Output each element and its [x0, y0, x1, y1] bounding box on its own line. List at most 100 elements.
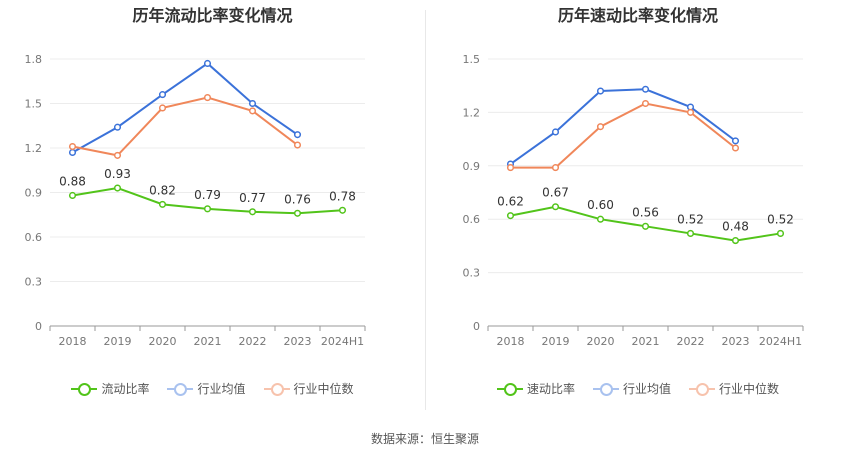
legend-swatch-icon — [592, 382, 619, 396]
legend-label: 行业中位数 — [719, 382, 780, 396]
legend-item-industry-mean[interactable]: 行业均值 — [167, 380, 246, 397]
x-tick-label: 2018 — [59, 335, 87, 348]
legend-item-industry-median[interactable]: 行业中位数 — [689, 380, 779, 397]
x-tick-label: 2023 — [722, 335, 750, 348]
data-point — [158, 200, 167, 208]
legend-label: 流动比率 — [101, 382, 150, 396]
data-point — [731, 237, 740, 245]
x-tick-label: 2021 — [194, 335, 222, 348]
legend-label: 行业中位数 — [293, 382, 354, 396]
y-tick-label: 1.8 — [25, 53, 43, 66]
data-point — [203, 94, 212, 102]
data-point — [68, 191, 77, 200]
y-tick-label: 0 — [473, 320, 480, 333]
data-point — [506, 212, 515, 220]
x-tick-label: 2021 — [632, 335, 660, 348]
data-point — [68, 148, 77, 156]
chart-legend: 速动比率 行业均值 行业中位数 — [426, 380, 850, 397]
legend-item-quick-ratio[interactable]: 速动比率 — [496, 380, 575, 397]
current-ratio-plot: 0 0.3 0.6 0.9 1.2 1.5 1.8 2018 2019 2020 2021 2022 2… — [25, 53, 366, 348]
data-label: 0.77 — [239, 191, 266, 205]
data-label: 0.62 — [497, 195, 524, 209]
y-tick-label: 0 — [35, 320, 42, 333]
data-point — [776, 229, 785, 237]
legend-label: 行业均值 — [622, 382, 671, 396]
data-label: 0.52 — [677, 212, 704, 226]
legend-swatch-icon — [496, 382, 523, 396]
legend-swatch-icon — [167, 382, 194, 396]
y-tick-label: 0.9 — [463, 160, 481, 173]
y-tick-label: 1.5 — [25, 98, 43, 111]
data-point — [686, 108, 695, 116]
data-point — [551, 203, 560, 211]
data-point — [551, 164, 560, 172]
data-point — [203, 205, 212, 213]
data-point — [596, 87, 605, 95]
data-point — [596, 215, 605, 223]
data-point — [641, 85, 650, 93]
data-point — [203, 59, 212, 68]
data-label: 0.79 — [194, 188, 221, 202]
chart-title: 历年流动比率变化情况 — [132, 6, 293, 25]
legend-swatch-icon — [71, 382, 98, 396]
data-label: 0.52 — [767, 212, 794, 226]
data-label: 0.67 — [542, 186, 569, 200]
data-label: 0.48 — [722, 220, 749, 234]
x-tick-label: 2022 — [239, 335, 267, 348]
data-point — [113, 123, 122, 131]
series-line-2 — [72, 96, 299, 157]
legend-swatch-icon — [263, 382, 290, 396]
data-point — [641, 99, 650, 108]
data-point — [551, 128, 560, 136]
quick-ratio-chart-panel: 历年速动比率变化情况 0 0.3 0.6 0.9 1.2 1.5 2018 2019 2020 2… — [426, 0, 850, 410]
legend-item-industry-mean[interactable]: 行业均值 — [592, 380, 671, 397]
data-point — [731, 137, 740, 145]
chart-title: 历年速动比率变化情况 — [557, 6, 718, 25]
data-point — [731, 144, 740, 152]
y-tick-label: 0.9 — [25, 187, 43, 200]
legend-label: 行业均值 — [197, 382, 246, 396]
data-label: 0.60 — [587, 198, 614, 212]
data-point — [158, 104, 167, 112]
legend-swatch-icon — [689, 382, 715, 396]
data-point — [113, 184, 122, 192]
data-point — [293, 209, 302, 217]
y-tick-label: 1.5 — [463, 53, 481, 66]
legend-item-industry-median[interactable]: 行业中位数 — [263, 380, 354, 397]
data-source-note: 数据来源：恒生聚源 — [370, 432, 479, 446]
series-line-1 — [72, 62, 299, 154]
series-line-1 — [509, 88, 737, 165]
legend-item-current-ratio[interactable]: 流动比率 — [71, 380, 149, 397]
x-tick-label: 2020 — [587, 335, 615, 348]
data-point — [248, 99, 257, 108]
data-point — [338, 206, 347, 214]
y-tick-label: 1.2 — [25, 142, 43, 155]
data-point — [686, 229, 695, 237]
data-point — [68, 142, 77, 151]
x-tick-label: 2018 — [497, 335, 525, 348]
data-point — [248, 208, 257, 216]
series-line-2 — [510, 102, 737, 169]
chart-legend: 流动比率 行业均值 行业中位数 — [0, 380, 425, 397]
data-label: 0.93 — [104, 167, 131, 181]
data-label: 0.56 — [632, 205, 659, 219]
data-point — [506, 164, 515, 172]
x-tick-label: 2023 — [284, 335, 312, 348]
x-tick-label: 2024H1 — [321, 335, 364, 348]
data-point — [293, 131, 302, 139]
x-tick-label: 2020 — [149, 335, 177, 348]
x-tick-label: 2019 — [104, 335, 132, 348]
legend-label: 速动比率 — [526, 382, 575, 396]
x-tick-label: 2024H1 — [759, 335, 802, 348]
data-label: 0.88 — [59, 174, 86, 188]
current-ratio-chart-panel: 历年流动比率变化情况 0 0.3 0.6 0.9 1.2 1.5 1.8 2018 2019 20… — [0, 0, 425, 410]
data-point — [113, 151, 122, 159]
quick-ratio-plot: 0 0.3 0.6 0.9 1.2 1.5 2018 2019 2020 2021 2022 2023… — [463, 53, 804, 348]
y-tick-label: 1.2 — [463, 106, 481, 119]
data-point — [158, 91, 167, 99]
data-label: 0.82 — [149, 183, 176, 197]
data-label: 0.76 — [284, 192, 311, 206]
data-point — [248, 107, 257, 115]
panel-divider — [425, 10, 426, 410]
x-tick-label: 2019 — [542, 335, 570, 348]
